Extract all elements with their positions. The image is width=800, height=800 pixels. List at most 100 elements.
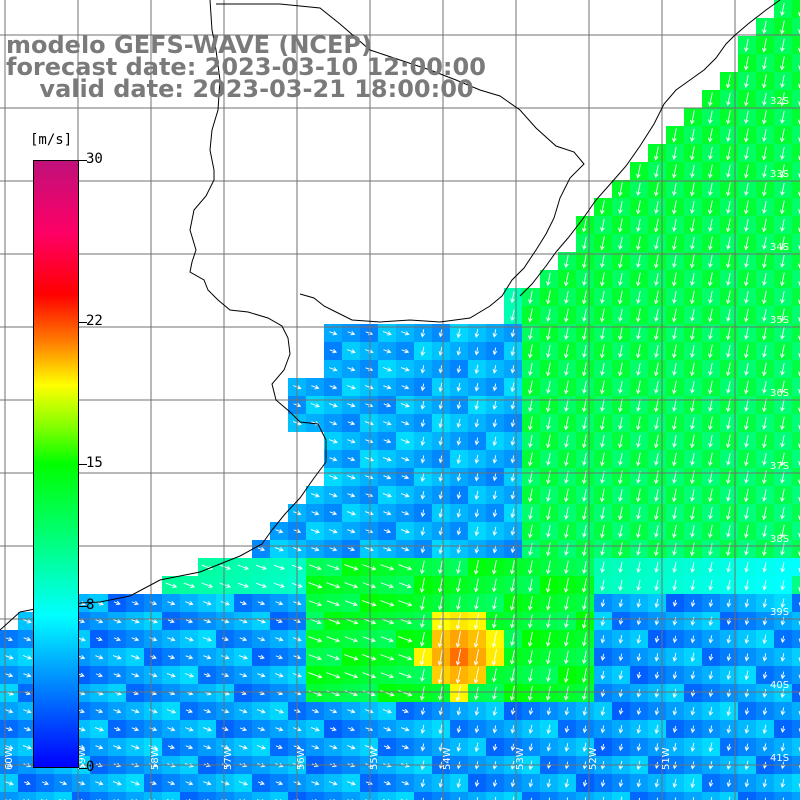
- latitude-label: 34S: [770, 242, 789, 253]
- field-cell: [306, 792, 324, 800]
- field-cell: [468, 792, 486, 800]
- wind-arrow: [528, 596, 533, 611]
- wind-arrow: [456, 596, 461, 611]
- wind-arrow: [545, 631, 551, 647]
- field-cell: [792, 720, 800, 738]
- wind-arrow: [690, 344, 695, 358]
- wind-arrow: [437, 667, 444, 684]
- field-cell: [774, 792, 792, 800]
- wind-arrow: [618, 579, 623, 592]
- wind-arrow: [455, 667, 462, 684]
- wind-arrow: [474, 706, 480, 716]
- latitude-label: 38S: [770, 534, 789, 545]
- wind-arrow: [654, 434, 659, 449]
- wind-arrow: [708, 452, 713, 467]
- wind-arrow: [762, 542, 767, 557]
- wind-arrow: [744, 92, 749, 107]
- wind-arrow: [636, 671, 642, 679]
- field-cell: [684, 792, 702, 800]
- wind-arrow: [275, 726, 284, 732]
- wind-arrow: [456, 454, 462, 465]
- wind-arrow: [708, 435, 713, 448]
- wind-arrow: [672, 579, 677, 591]
- wind-arrow: [744, 236, 749, 251]
- wind-arrow: [308, 582, 323, 589]
- wind-arrow: [672, 308, 677, 323]
- wind-arrow: [744, 146, 749, 160]
- wind-arrow: [564, 725, 570, 734]
- wind-arrow: [275, 654, 284, 660]
- colorbar-tick-mark: [79, 322, 87, 324]
- wind-arrow: [726, 525, 731, 538]
- wind-arrow: [690, 290, 695, 305]
- wind-arrow: [400, 367, 410, 372]
- field-cell: [504, 792, 522, 800]
- wind-arrow: [636, 308, 641, 323]
- wind-arrow: [690, 164, 695, 179]
- wind-arrow: [311, 547, 320, 552]
- wind-arrow: [636, 488, 641, 503]
- wind-arrow: [726, 308, 731, 322]
- latitude-label: 35S: [770, 315, 789, 326]
- wind-arrow: [438, 724, 444, 735]
- wind-arrow: [636, 434, 641, 448]
- wind-arrow: [726, 561, 731, 573]
- wind-arrow: [564, 707, 570, 716]
- wind-arrow: [4, 655, 14, 660]
- wind-arrow: [654, 182, 659, 197]
- wind-arrow: [456, 473, 462, 482]
- wind-arrow: [618, 362, 623, 377]
- wind-arrow: [5, 745, 14, 750]
- wind-arrow: [95, 636, 103, 642]
- latitude-label: 32S: [770, 96, 789, 107]
- wind-arrow: [618, 380, 623, 394]
- wind-arrow: [636, 236, 641, 251]
- wind-arrow: [474, 490, 480, 501]
- wind-arrow: [654, 724, 660, 735]
- wind-arrow: [708, 200, 713, 215]
- wind-arrow: [239, 709, 248, 714]
- wind-arrow: [654, 561, 659, 574]
- field-cell: [738, 792, 756, 800]
- wind-arrow: [420, 596, 425, 611]
- wind-arrow: [798, 674, 800, 680]
- wind-arrow: [492, 596, 497, 610]
- field-cell: [432, 792, 450, 800]
- wind-arrow: [546, 614, 551, 629]
- wind-arrow: [310, 493, 320, 498]
- wind-arrow: [5, 672, 14, 678]
- wind-arrow: [420, 668, 425, 683]
- wind-arrow: [22, 745, 32, 750]
- wind-arrow: [618, 525, 623, 538]
- wind-arrow: [564, 524, 569, 539]
- wind-arrow: [329, 726, 337, 732]
- wind-arrow: [654, 290, 659, 305]
- wind-arrow: [167, 744, 175, 750]
- longitude-label: 58W: [150, 747, 161, 770]
- wind-arrow: [762, 653, 768, 662]
- wind-arrow: [346, 385, 356, 390]
- wind-arrow: [344, 636, 359, 643]
- field-cell: [234, 792, 252, 800]
- wind-arrow: [654, 308, 659, 322]
- wind-arrow: [708, 308, 713, 323]
- wind-arrow: [672, 778, 678, 789]
- wind-arrow: [185, 727, 194, 732]
- wind-arrow: [582, 632, 587, 647]
- wind-arrow: [654, 779, 660, 788]
- longitude-label: 51W: [661, 747, 672, 770]
- wind-arrow: [492, 329, 498, 338]
- wind-arrow: [167, 654, 176, 660]
- wind-arrow: [510, 508, 516, 519]
- longitude-labels: 60W 59W 58W 57W 56W 55W 54W 53W 52W 51W: [4, 747, 672, 770]
- wind-arrow: [780, 290, 785, 304]
- wind-arrow: [438, 382, 444, 393]
- wind-arrow: [636, 398, 641, 412]
- wind-arrow: [690, 778, 696, 789]
- wind-arrow: [672, 146, 677, 161]
- wind-arrow: [185, 780, 194, 786]
- wind-arrow: [672, 671, 678, 680]
- wind-arrow: [274, 673, 284, 678]
- wind-arrow: [780, 218, 785, 232]
